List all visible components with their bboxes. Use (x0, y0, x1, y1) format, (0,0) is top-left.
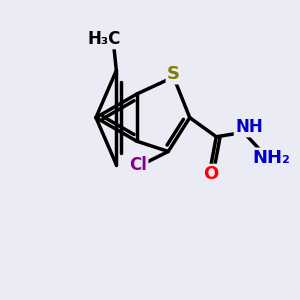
Text: S: S (167, 65, 180, 83)
Text: H₃C: H₃C (87, 30, 121, 48)
Text: O: O (203, 165, 218, 183)
Text: NH₂: NH₂ (253, 149, 290, 167)
Text: Cl: Cl (129, 156, 147, 174)
Text: NH: NH (235, 118, 263, 136)
